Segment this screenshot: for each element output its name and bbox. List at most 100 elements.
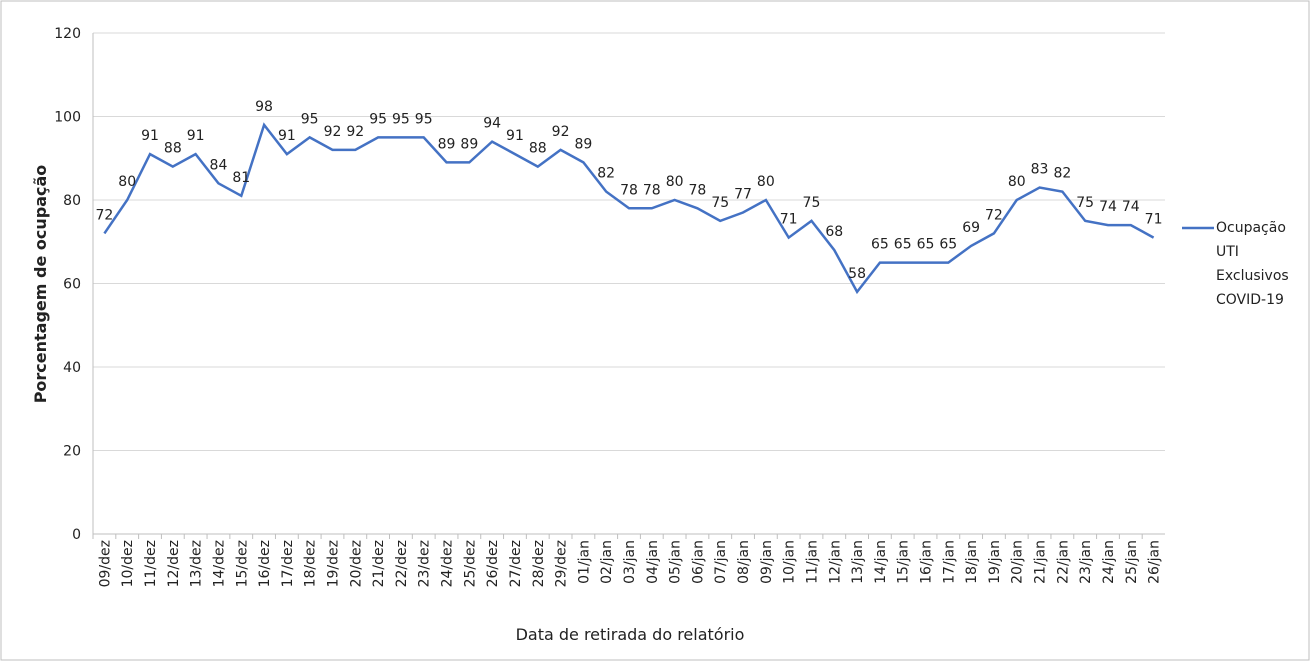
x-tick-label: 17/jan xyxy=(941,540,957,584)
x-tick-label: 20/dez xyxy=(348,540,364,587)
data-label: 98 xyxy=(255,99,273,115)
data-label: 95 xyxy=(415,111,433,127)
y-tick-label: 60 xyxy=(63,277,81,293)
data-label: 65 xyxy=(917,237,935,253)
data-label: 78 xyxy=(620,182,638,198)
data-label: 78 xyxy=(643,182,661,198)
data-label: 92 xyxy=(324,124,342,140)
data-label: 94 xyxy=(483,116,501,132)
x-tick-label: 10/jan xyxy=(782,540,798,584)
x-tick-label: 16/jan xyxy=(919,540,935,584)
x-tick-label: 09/dez xyxy=(97,540,113,587)
data-label: 65 xyxy=(939,237,957,253)
x-tick-label: 01/jan xyxy=(576,540,592,584)
data-label: 82 xyxy=(1053,166,1071,182)
x-tick-label: 07/jan xyxy=(713,540,729,584)
x-tick-label: 25/dez xyxy=(462,540,478,587)
x-tick-label: 25/jan xyxy=(1124,540,1140,584)
x-tick-label: 23/dez xyxy=(417,540,433,587)
x-tick-label: 15/dez xyxy=(234,540,250,587)
data-label: 58 xyxy=(848,266,866,282)
x-tick-label: 24/jan xyxy=(1101,540,1117,584)
y-tick-label: 20 xyxy=(63,444,81,460)
data-line xyxy=(103,122,1155,295)
data-label: 83 xyxy=(1031,161,1049,177)
y-tick-label: 40 xyxy=(63,360,81,376)
x-tick-label: 19/jan xyxy=(987,540,1003,584)
x-tick-label: 05/jan xyxy=(668,540,684,584)
x-tick-label: 04/jan xyxy=(645,540,661,584)
x-tick-label: 08/jan xyxy=(736,540,752,584)
data-label: 91 xyxy=(506,128,524,144)
data-label: 72 xyxy=(95,207,113,223)
x-tick-label: 19/dez xyxy=(325,540,341,587)
data-label: 82 xyxy=(597,166,615,182)
x-tick-label: 26/dez xyxy=(485,540,501,587)
data-label: 72 xyxy=(985,207,1003,223)
data-label: 80 xyxy=(666,174,684,190)
data-label: 91 xyxy=(141,128,159,144)
data-label: 91 xyxy=(278,128,296,144)
x-tick-label: 27/dez xyxy=(508,540,524,587)
data-label: 92 xyxy=(346,124,364,140)
x-tick-label: 02/jan xyxy=(599,540,615,584)
x-tick-label: 18/jan xyxy=(964,540,980,584)
data-label: 71 xyxy=(1145,212,1163,228)
data-label: 84 xyxy=(210,157,228,173)
x-axis-title: Data de retirada do relatório xyxy=(516,625,745,644)
data-label: 75 xyxy=(803,195,821,211)
y-tick-label: 80 xyxy=(63,193,81,209)
data-label: 74 xyxy=(1122,199,1140,215)
data-label: 77 xyxy=(734,187,752,203)
data-label: 81 xyxy=(232,170,250,186)
y-tick-label: 100 xyxy=(54,110,81,126)
data-label: 80 xyxy=(118,174,136,190)
data-label: 88 xyxy=(164,141,182,157)
y-axis-title: Porcentagem de ocupação xyxy=(31,165,50,404)
x-tick-label: 26/jan xyxy=(1147,540,1163,584)
data-label: 89 xyxy=(438,136,456,152)
x-tick-label: 15/jan xyxy=(896,540,912,584)
x-tick-label: 29/dez xyxy=(554,540,570,587)
legend-label: Ocupação UTI Exclusivos COVID-19 xyxy=(1216,220,1289,308)
data-label: 75 xyxy=(1076,195,1094,211)
x-tick-label: 20/jan xyxy=(1010,540,1026,584)
y-tick-label: 0 xyxy=(72,527,81,543)
x-tick-label: 18/dez xyxy=(303,540,319,587)
x-tick-label: 11/jan xyxy=(804,540,820,584)
y-tick-label: 120 xyxy=(54,26,81,42)
x-tick-label: 17/dez xyxy=(280,540,296,587)
data-label: 74 xyxy=(1099,199,1117,215)
x-tick-label: 13/jan xyxy=(850,540,866,584)
x-tick-label: 06/jan xyxy=(690,540,706,584)
data-label: 68 xyxy=(825,224,843,240)
data-label: 95 xyxy=(369,111,387,127)
data-label: 95 xyxy=(392,111,410,127)
x-tick-label: 23/jan xyxy=(1078,540,1094,584)
x-tick-label: 28/dez xyxy=(531,540,547,587)
x-tick-label: 03/jan xyxy=(622,540,638,584)
x-tick-label: 24/dez xyxy=(440,540,456,587)
data-label: 65 xyxy=(894,237,912,253)
x-tick-label: 13/dez xyxy=(189,540,205,587)
data-label: 80 xyxy=(757,174,775,190)
data-label: 80 xyxy=(1008,174,1026,190)
x-tick-label: 12/jan xyxy=(827,540,843,584)
x-tick-label: 10/dez xyxy=(120,540,136,587)
data-label: 75 xyxy=(711,195,729,211)
data-label: 89 xyxy=(574,136,592,152)
data-label: 69 xyxy=(962,220,980,236)
x-tick-label: 16/dez xyxy=(257,540,273,587)
data-label: 95 xyxy=(301,111,319,127)
x-tick-label: 09/jan xyxy=(759,540,775,584)
x-tick-label: 22/jan xyxy=(1055,540,1071,584)
x-tick-label: 22/dez xyxy=(394,540,410,587)
data-label: 88 xyxy=(529,141,547,157)
x-tick-label: 14/dez xyxy=(211,540,227,587)
x-tick-label: 21/dez xyxy=(371,540,387,587)
x-tick-label: 12/dez xyxy=(166,540,182,587)
x-tick-label: 14/jan xyxy=(873,540,889,584)
